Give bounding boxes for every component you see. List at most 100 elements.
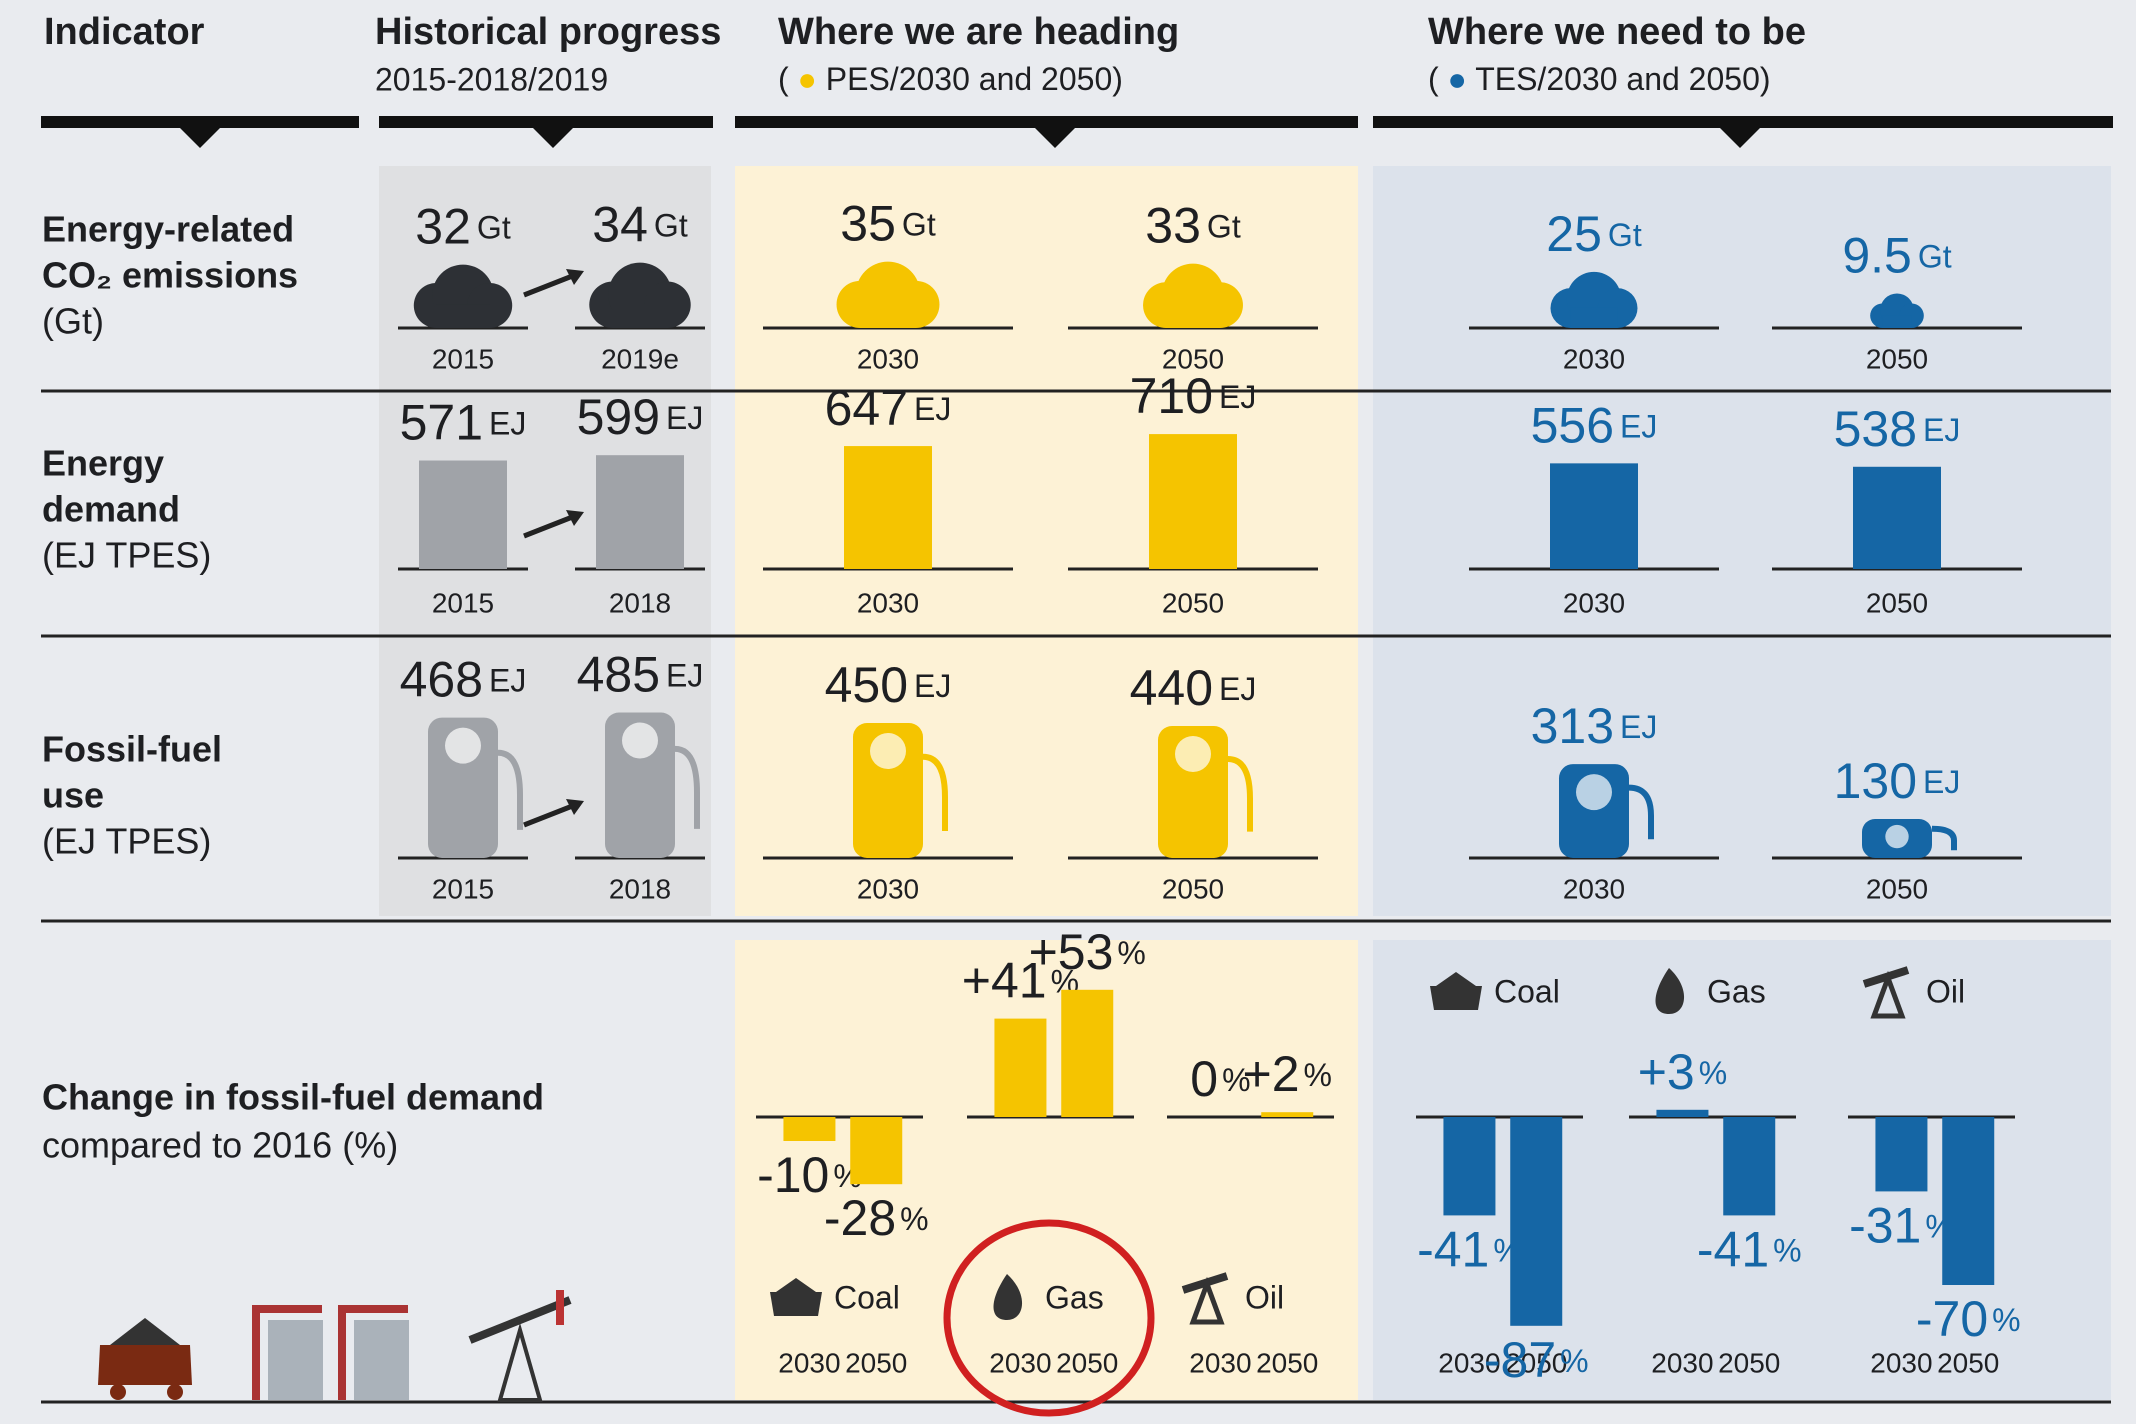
unit: % <box>1773 1233 1801 1269</box>
bar <box>1510 1117 1562 1326</box>
year-label: 2018 <box>609 873 671 904</box>
cloud-part <box>860 303 916 328</box>
bar <box>1656 1110 1708 1117</box>
unit: EJ <box>1923 412 1960 448</box>
year-label: 2030 <box>1563 873 1625 904</box>
header-title: Where we are heading <box>778 11 1179 53</box>
year-label: 2050 <box>1162 873 1224 904</box>
fuel-name: Oil <box>1245 1279 1284 1315</box>
year-label: 2030 <box>778 1347 840 1378</box>
year-label: 2050 <box>1162 587 1224 618</box>
bar <box>596 455 684 569</box>
value: -41 <box>1417 1222 1489 1278</box>
value: 647 <box>825 380 908 436</box>
value: 25 <box>1546 206 1602 262</box>
year-label: 2050 <box>845 1347 907 1378</box>
value: -28 <box>824 1190 896 1246</box>
pump-gauge <box>1885 825 1908 848</box>
value: -10 <box>757 1147 829 1203</box>
bar <box>419 461 507 569</box>
year-label: 2050 <box>1256 1347 1318 1378</box>
year-label: 2050 <box>1866 873 1928 904</box>
year-label: 2030 <box>989 1347 1051 1378</box>
year-label: 2030 <box>1651 1347 1713 1378</box>
bar <box>1550 463 1638 569</box>
pump-gauge <box>1175 736 1211 772</box>
year-label: 2030 <box>857 343 919 374</box>
value: 599 <box>577 389 660 445</box>
value: -87 <box>1484 1332 1556 1388</box>
pump-gauge <box>445 728 481 764</box>
year-label: 2015 <box>432 587 494 618</box>
value: +3 <box>1638 1044 1695 1100</box>
value: +2 <box>1243 1046 1300 1102</box>
unit: EJ <box>914 392 951 428</box>
bar <box>1875 1117 1927 1191</box>
year-label: 2030 <box>1189 1347 1251 1378</box>
row-label: demand <box>42 489 180 530</box>
fuel-name: Coal <box>834 1279 900 1315</box>
value: 710 <box>1130 368 1213 424</box>
row-label: compared to 2016 (%) <box>42 1125 398 1166</box>
value: 33 <box>1145 198 1201 254</box>
header-subtitle: ( ● PES/2030 and 2050) <box>778 61 1123 97</box>
unit: Gt <box>477 210 511 246</box>
unit: EJ <box>1620 710 1657 746</box>
row-label: Fossil-fuel <box>42 729 222 770</box>
row-label: (EJ TPES) <box>42 535 211 576</box>
year-label: 2018 <box>609 587 671 618</box>
header-subtitle: ( ● TES/2030 and 2050) <box>1428 61 1771 97</box>
value: 0 <box>1190 1051 1218 1107</box>
bar <box>1942 1117 1994 1285</box>
pump-gauge <box>622 723 658 759</box>
row-label: Energy <box>42 443 164 484</box>
year-label: 2030 <box>857 587 919 618</box>
year-label: 2030 <box>1563 343 1625 374</box>
year-label: 2050 <box>1866 587 1928 618</box>
unit: % <box>900 1202 928 1238</box>
value: -70 <box>1916 1291 1988 1347</box>
bar <box>1261 1112 1313 1117</box>
value: 35 <box>840 196 896 252</box>
value: -31 <box>1849 1198 1921 1254</box>
unit: % <box>1992 1302 2020 1338</box>
fuel-name: Coal <box>1494 973 1560 1009</box>
cloud-part <box>436 304 489 328</box>
coal-icon <box>1430 986 1482 1010</box>
unit: Gt <box>902 207 936 243</box>
unit: % <box>1560 1343 1588 1379</box>
value: 468 <box>400 652 483 708</box>
unit: Gt <box>1918 239 1952 275</box>
unit: Gt <box>654 208 688 244</box>
bar <box>844 446 932 569</box>
value: 450 <box>825 657 908 713</box>
header-title: Where we need to be <box>1428 11 1806 53</box>
unit: % <box>1304 1058 1332 1094</box>
year-label: 2050 <box>1718 1347 1780 1378</box>
unit: EJ <box>1219 671 1256 707</box>
row-label: Change in fossil-fuel demand <box>42 1077 544 1118</box>
bar <box>994 1019 1046 1117</box>
year-label: 2015 <box>432 343 494 374</box>
unit: EJ <box>666 401 703 437</box>
header-title: Historical progress <box>375 11 721 53</box>
cloud-part <box>1570 307 1617 328</box>
row-label: Energy-related <box>42 209 294 250</box>
year-label: 2030 <box>1870 1347 1932 1378</box>
bar <box>1149 434 1237 569</box>
cloud-part <box>1882 315 1911 328</box>
value: 556 <box>1531 398 1614 454</box>
fuel-name: Gas <box>1045 1279 1104 1315</box>
bar <box>1853 467 1941 569</box>
unit: % <box>1699 1055 1727 1091</box>
unit: EJ <box>1923 764 1960 800</box>
unit: EJ <box>914 668 951 704</box>
heading-panel <box>735 166 1358 916</box>
infographic: Indicator Historical progress 2015-2018/… <box>0 0 2136 1424</box>
bar <box>1443 1117 1495 1215</box>
unit: EJ <box>1620 409 1657 445</box>
bar <box>1061 990 1113 1117</box>
value: 130 <box>1834 753 1917 809</box>
bar <box>1723 1117 1775 1215</box>
fuel-name: Gas <box>1707 973 1766 1009</box>
